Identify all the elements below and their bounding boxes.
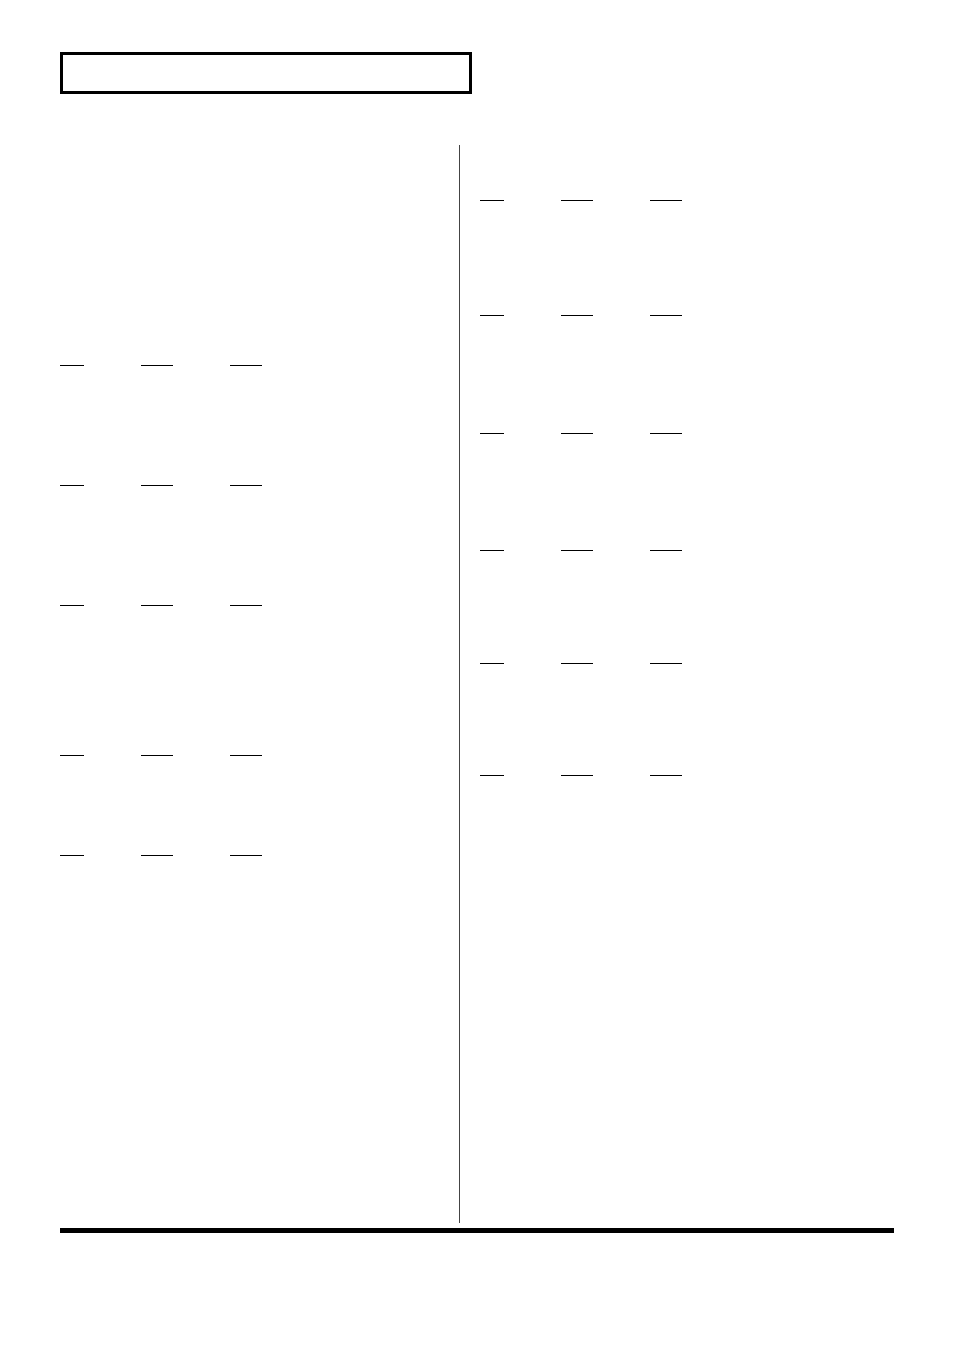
blank-slot-icon [650, 315, 682, 316]
blank-slot-icon [650, 433, 682, 434]
blank-slot-icon [480, 775, 504, 776]
blank-slot-icon [480, 550, 504, 551]
blank-slot-icon [561, 433, 593, 434]
blank-slot-icon [60, 855, 84, 856]
blank-slot-icon [561, 663, 593, 664]
blank-row [480, 433, 682, 434]
blank-slot-icon [561, 200, 593, 201]
blank-slot-icon [141, 485, 173, 486]
blank-slot-icon [230, 605, 262, 606]
blank-slot-icon [650, 775, 682, 776]
blank-row [480, 550, 682, 551]
blank-slot-icon [230, 485, 262, 486]
blank-slot-icon [480, 315, 504, 316]
blank-row [60, 605, 262, 606]
blank-slot-icon [230, 855, 262, 856]
blank-slot-icon [561, 775, 593, 776]
blank-row [480, 315, 682, 316]
column-divider [459, 145, 460, 1223]
title-box [60, 52, 472, 94]
blank-slot-icon [230, 755, 262, 756]
blank-row [480, 663, 682, 664]
blank-slot-icon [141, 605, 173, 606]
blank-slot-icon [650, 663, 682, 664]
blank-row [480, 200, 682, 201]
blank-row [60, 755, 262, 756]
page-bottom-rule [60, 1228, 894, 1233]
blank-slot-icon [480, 433, 504, 434]
blank-slot-icon [141, 855, 173, 856]
blank-row [480, 775, 682, 776]
column-right [480, 145, 894, 1223]
blank-slot-icon [480, 200, 504, 201]
blank-slot-icon [650, 550, 682, 551]
blank-slot-icon [60, 485, 84, 486]
blank-slot-icon [561, 315, 593, 316]
body-columns [60, 145, 894, 1223]
page [0, 0, 954, 1351]
blank-row [60, 365, 262, 366]
blank-slot-icon [141, 755, 173, 756]
blank-slot-icon [60, 755, 84, 756]
blank-row [60, 485, 262, 486]
blank-slot-icon [60, 605, 84, 606]
blank-slot-icon [480, 663, 504, 664]
blank-row [60, 855, 262, 856]
blank-slot-icon [230, 365, 262, 366]
blank-slot-icon [650, 200, 682, 201]
blank-slot-icon [60, 365, 84, 366]
blank-slot-icon [141, 365, 173, 366]
column-left [60, 145, 458, 1223]
blank-slot-icon [561, 550, 593, 551]
